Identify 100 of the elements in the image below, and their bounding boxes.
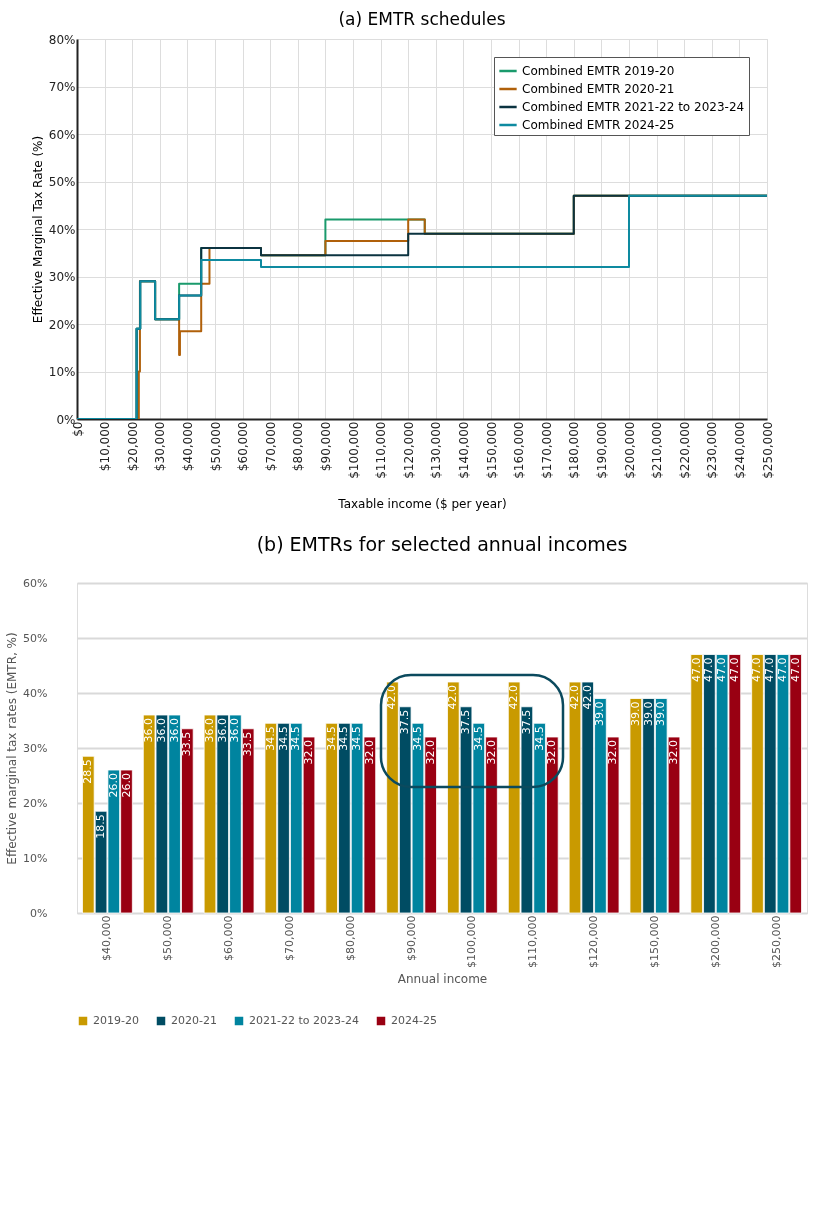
data-label: 42.0 xyxy=(568,685,581,710)
data-label: 32.0 xyxy=(484,740,498,765)
data-label: 37.5 xyxy=(519,709,533,735)
x-tick-label: $40,000 xyxy=(100,915,114,961)
x-tick-label: $250,000 xyxy=(760,421,775,479)
x-tick-label: $10,000 xyxy=(98,421,113,472)
data-label: 36.0 xyxy=(215,718,229,743)
y-tick-label: 0% xyxy=(30,906,48,920)
x-tick-label: $100,000 xyxy=(465,915,479,968)
x-tick-label: $50,000 xyxy=(161,915,175,961)
y-tick-label: 40% xyxy=(23,686,48,700)
x-tick-label: $40,000 xyxy=(180,421,195,472)
data-label: 32.0 xyxy=(606,740,620,765)
x-tick-label: $120,000 xyxy=(401,421,416,479)
data-label: 47.0 xyxy=(702,657,716,682)
x-axis-title: Annual income xyxy=(397,971,488,986)
x-tick-label: $80,000 xyxy=(343,915,357,961)
data-label: 42.0 xyxy=(446,685,460,710)
chart-title: (b) EMTRs for selected annual incomes xyxy=(256,533,628,555)
x-tick-label: $230,000 xyxy=(705,421,720,479)
data-label: 47.0 xyxy=(715,657,729,682)
data-label: 39.0 xyxy=(654,701,668,726)
data-label: 28.5 xyxy=(81,759,95,784)
data-label: 47.0 xyxy=(689,657,703,682)
data-label: 39.0 xyxy=(593,701,607,726)
y-tick-label: 30% xyxy=(23,741,48,755)
data-label: 37.5 xyxy=(459,709,473,735)
x-tick-label: $60,000 xyxy=(222,915,236,961)
data-label: 26.0 xyxy=(119,773,133,798)
data-label: 36.0 xyxy=(142,718,156,743)
y-tick-label: 20% xyxy=(48,317,76,332)
x-tick-label: $90,000 xyxy=(318,421,333,472)
x-tick-label: $240,000 xyxy=(732,421,747,479)
x-tick-label: $30,000 xyxy=(153,421,168,472)
x-tick-label: $160,000 xyxy=(512,421,527,479)
data-label: 47.0 xyxy=(788,657,802,682)
x-tick-label: $140,000 xyxy=(456,421,471,479)
data-label: 32.0 xyxy=(545,740,559,765)
data-label: 33.5 xyxy=(241,731,255,757)
x-tick-label: $210,000 xyxy=(650,421,665,479)
x-tick-label: $110,000 xyxy=(526,915,540,968)
x-tick-label: $110,000 xyxy=(374,421,389,479)
data-label: 34.5 xyxy=(263,726,277,751)
x-tick-label: $200,000 xyxy=(622,421,637,479)
data-label: 47.0 xyxy=(750,657,764,682)
legend-label: 2024-25 xyxy=(391,1014,437,1027)
data-label: 42.0 xyxy=(580,685,594,710)
y-tick-label: 30% xyxy=(48,270,76,284)
data-label: 34.5 xyxy=(276,726,290,751)
data-label: 36.0 xyxy=(167,718,181,743)
legend-label: Combined EMTR 2024-25 xyxy=(522,118,675,132)
data-label: 36.0 xyxy=(203,718,216,743)
x-tick-label: $130,000 xyxy=(429,421,444,479)
data-label: 32.0 xyxy=(667,740,680,765)
x-tick-label: $220,000 xyxy=(677,421,692,479)
x-tick-label: $250,000 xyxy=(769,915,783,968)
data-label: 34.5 xyxy=(471,726,485,751)
data-label: 42.0 xyxy=(507,685,521,710)
y-tick-label: 20% xyxy=(23,796,48,810)
legend-label: 2020-21 xyxy=(171,1014,217,1027)
data-label: 34.5 xyxy=(410,726,424,751)
y-axis-title: Effective Marginal Tax Rate (%) xyxy=(30,135,45,324)
x-tick-label: $170,000 xyxy=(539,421,554,479)
y-tick-label: 40% xyxy=(48,222,76,237)
y-tick-label: 60% xyxy=(48,127,76,142)
x-tick-label: $80,000 xyxy=(291,421,306,472)
data-label: 39.0 xyxy=(628,701,642,726)
x-tick-label: $60,000 xyxy=(236,421,251,472)
legend-label: Combined EMTR 2019-20 xyxy=(522,64,675,78)
y-tick-label: 10% xyxy=(48,365,76,379)
x-tick-label: $150,000 xyxy=(484,421,499,479)
data-label: 34.5 xyxy=(350,726,364,751)
x-tick-label: $120,000 xyxy=(587,915,601,968)
y-tick-label: 50% xyxy=(23,631,48,645)
data-label: 34.5 xyxy=(324,726,338,751)
data-label: 33.5 xyxy=(180,731,194,757)
legend-label: 2019-20 xyxy=(93,1014,139,1027)
x-tick-label: $190,000 xyxy=(594,421,609,479)
data-label: 47.0 xyxy=(727,657,741,682)
x-tick-label: $50,000 xyxy=(208,421,223,472)
x-tick-label: $150,000 xyxy=(647,915,661,968)
data-label: 39.0 xyxy=(641,701,655,726)
x-tick-label: $70,000 xyxy=(282,915,296,961)
x-tick-label: $180,000 xyxy=(567,421,582,479)
chart-title: (a) EMTR schedules xyxy=(338,9,506,29)
data-label: 36.0 xyxy=(154,718,168,743)
data-label: 34.5 xyxy=(337,726,351,751)
y-tick-label: 60% xyxy=(23,576,48,590)
y-tick-label: 50% xyxy=(48,175,76,189)
x-tick-label: $90,000 xyxy=(404,915,418,961)
data-label: 47.0 xyxy=(763,657,777,682)
data-label: 47.0 xyxy=(775,657,789,682)
x-axis-title: Taxable income ($ per year) xyxy=(337,496,507,511)
y-axis-title: Effective marginal tax rates (EMTR, %) xyxy=(5,632,20,865)
y-tick-label: 10% xyxy=(23,851,48,865)
x-tick-label: $70,000 xyxy=(263,421,278,472)
data-label: 32.0 xyxy=(362,740,376,765)
data-label: 36.0 xyxy=(228,718,242,743)
legend-label: Combined EMTR 2020-21 xyxy=(522,82,675,96)
x-tick-label: $20,000 xyxy=(125,421,140,472)
